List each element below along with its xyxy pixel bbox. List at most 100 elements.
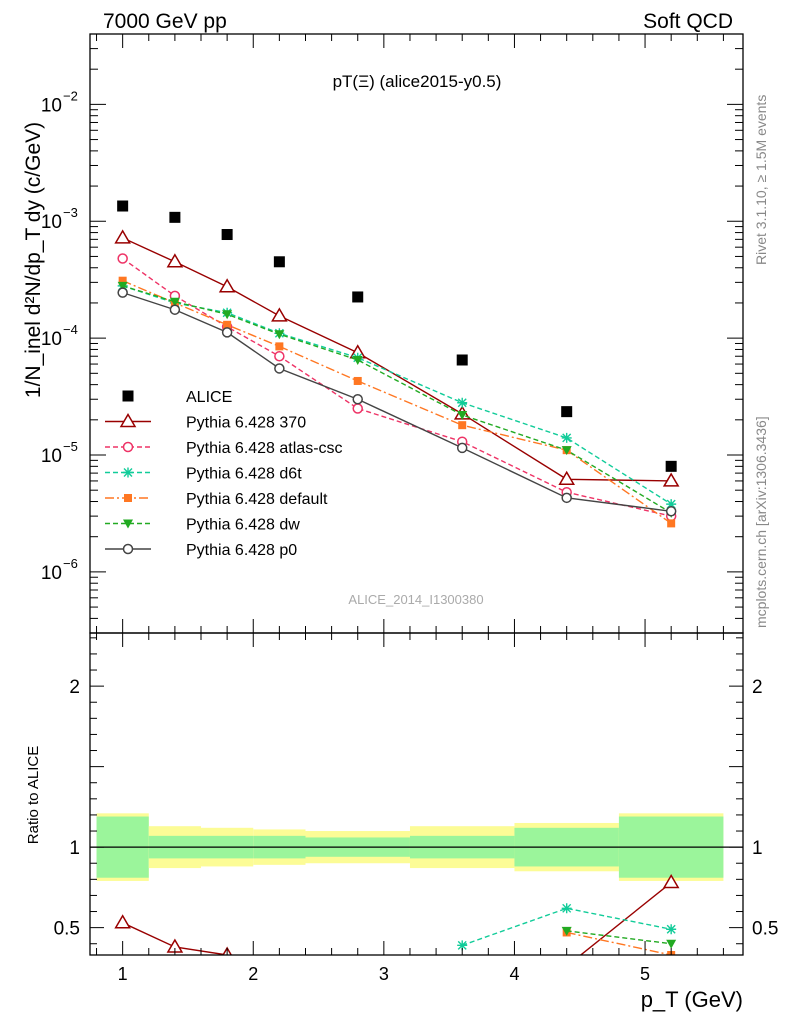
series-5-point-3	[274, 363, 285, 374]
legend-label-4: Pythia 6.428 default	[186, 491, 328, 508]
series-4-point-0	[117, 281, 128, 291]
x-tick-label-0: 1	[118, 964, 128, 984]
ratio-tick-label-right-1: 1	[752, 838, 763, 859]
ratio-tick-label-left-2: 2	[69, 677, 80, 698]
series-3-point-5	[458, 421, 467, 430]
x-tick-label-2: 3	[379, 964, 389, 984]
y-tick-label-1: 10	[41, 446, 62, 467]
data-point-3	[273, 256, 285, 268]
x-tick-label-4: 5	[640, 964, 650, 984]
legend-marker-5	[123, 519, 133, 529]
series-1-point-3	[274, 350, 285, 362]
series-0-point-1	[166, 253, 184, 268]
data-point-7	[665, 460, 677, 472]
header-left: 7000 GeV pp	[103, 10, 227, 33]
y-tick-label-4: 10	[41, 95, 62, 116]
series-3-point-4	[353, 376, 362, 385]
y-axis-label: 1/N_inel d²N/dp_T dy (c/GeV)	[22, 122, 45, 398]
legend-marker-3	[123, 467, 133, 478]
legend-label-1: Pythia 6.428 370	[186, 415, 306, 432]
series-5-point-6	[561, 492, 572, 504]
y-axis-label-text: 1/N_inel d²N/dp_T dy (c/GeV)	[22, 122, 45, 398]
series-line-5	[122, 291, 672, 512]
ratio-4-point-6	[561, 926, 572, 936]
ratio-tick-label-left-1: 1	[69, 838, 80, 859]
ratio-0-point-6	[560, 959, 574, 971]
y-tick-exp-3: −3	[63, 205, 78, 220]
series-1-point-0	[117, 253, 128, 264]
series-5-point-1	[169, 304, 181, 315]
ratio-tick-label-right-0: 0.5	[752, 919, 778, 940]
series-line-3	[122, 280, 672, 524]
legend-label-2: Pythia 6.428 atlas-csc	[186, 440, 343, 457]
series-0-point-7	[662, 472, 680, 487]
legend-label-5: Pythia 6.428 dw	[186, 517, 300, 534]
data-point-1	[169, 211, 181, 223]
watermark: ALICE_2014_I1300380	[348, 592, 483, 607]
ratio-line-4-0	[566, 930, 672, 945]
legend-marker-2	[122, 441, 134, 453]
series-2-point-5	[457, 397, 468, 408]
series-line-2	[122, 285, 672, 505]
series-line-4	[122, 285, 672, 514]
series-5-point-2	[221, 327, 233, 338]
series-5-point-0	[117, 287, 128, 298]
data-point-2	[221, 229, 233, 241]
y-tick-exp-2: −4	[63, 322, 78, 337]
series-3-point-7	[667, 519, 676, 528]
x-axis-label: p_T (GeV)	[641, 987, 743, 1012]
data-point-4	[352, 291, 364, 303]
rivet-label: Rivet 3.1.10, ≥ 1.5M events	[753, 95, 769, 265]
series-0-point-3	[271, 307, 288, 322]
ratio-2-point-6	[561, 903, 572, 914]
data-point-6	[561, 406, 573, 418]
chart-title: pT(Ξ) (alice2015-y0.5)	[333, 72, 502, 91]
series-3-point-0	[118, 276, 127, 285]
series-5-point-7	[665, 506, 677, 517]
legend-label-0: ALICE	[186, 389, 232, 406]
series-3-point-3	[275, 342, 284, 351]
ratio-0-point-0	[114, 914, 131, 929]
y-tick-exp-4: −2	[63, 88, 78, 103]
series-5-point-5	[456, 442, 468, 454]
ratio-tick-label-left-0: 0.5	[54, 919, 80, 940]
series-0-point-2	[218, 278, 236, 293]
legend-marker-4	[124, 494, 132, 502]
series-3-point-2	[223, 320, 232, 329]
y-tick-exp-1: −5	[63, 439, 78, 454]
ratio-4-point-7	[666, 939, 677, 949]
y-tick-label-3: 10	[41, 212, 62, 233]
data-point-0	[117, 200, 129, 212]
mcplots-label: mcplots.cern.ch [arXiv:1306.3436]	[753, 416, 769, 628]
ratio-frame	[89, 632, 744, 956]
y-tick-label-0: 10	[41, 563, 62, 584]
legend-marker-1	[119, 413, 137, 428]
series-4-point-2	[222, 310, 233, 320]
header-right: Soft QCD	[643, 10, 733, 33]
series-1-point-4	[352, 403, 363, 414]
series-5-point-4	[352, 393, 363, 405]
ratio-0-point-7	[662, 874, 680, 889]
x-tick-label-3: 4	[509, 964, 519, 984]
series-0-point-0	[114, 229, 131, 244]
series-4-point-6	[561, 446, 572, 456]
series-4-point-5	[457, 410, 468, 420]
x-tick-label-1: 2	[248, 964, 258, 984]
ratio-line-0-1	[579, 882, 672, 955]
ratio-2-point-7	[666, 924, 677, 935]
ratio-2-point-5	[457, 940, 468, 951]
legend-label-6: Pythia 6.428 p0	[186, 542, 297, 559]
ratio-tick-label-right-2: 2	[752, 677, 763, 698]
series-2-point-7	[666, 499, 677, 510]
legend-label-3: Pythia 6.428 d6t	[186, 466, 302, 483]
data-point-5	[456, 354, 468, 366]
legend-marker-0	[122, 390, 134, 402]
series-0-point-6	[558, 470, 575, 486]
series-line-0	[122, 237, 672, 482]
y-tick-exp-0: −6	[63, 556, 78, 571]
y-tick-label-2: 10	[41, 329, 62, 350]
ratio-ylabel: Ratio to ALICE	[25, 746, 42, 844]
series-4-point-3	[274, 330, 285, 340]
